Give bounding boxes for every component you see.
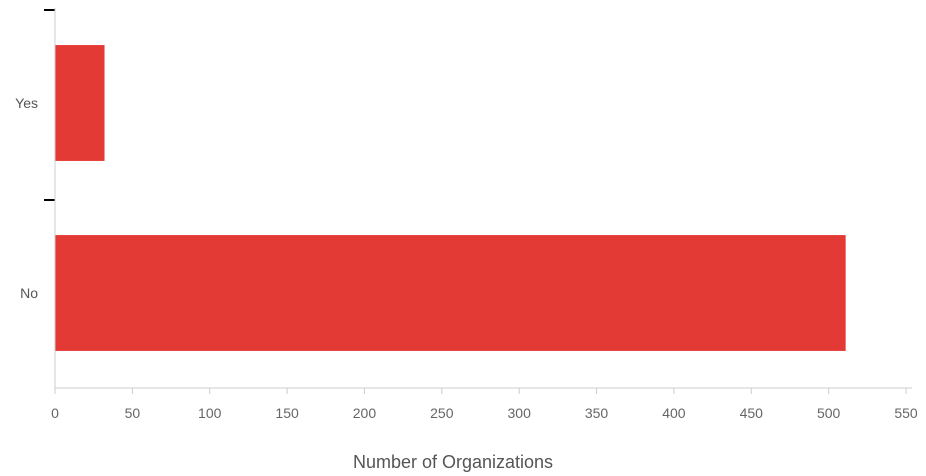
y-tick-label-no: No [20, 285, 38, 301]
x-axis-title: Number of Organizations [353, 452, 553, 472]
axes-group [44, 8, 912, 394]
bars-group [55, 45, 846, 351]
y-tick-label-yes: Yes [15, 95, 38, 111]
bar-no [55, 235, 846, 351]
x-tick-label: 0 [51, 405, 59, 421]
x-tick-label: 350 [585, 405, 609, 421]
x-tick-label: 450 [740, 405, 764, 421]
x-tick-label: 500 [817, 405, 841, 421]
labels-group: Yes No 0 50 100 150 200 250 300 350 400 450 500 550 [15, 95, 918, 421]
x-tick-label: 550 [894, 405, 918, 421]
x-tick-label: 300 [508, 405, 532, 421]
x-tick-label: 150 [275, 405, 299, 421]
x-tick-label: 400 [662, 405, 686, 421]
bar-yes [55, 45, 105, 161]
x-tick-label: 50 [125, 405, 141, 421]
x-tick-label: 100 [198, 405, 222, 421]
x-tick-label: 200 [353, 405, 377, 421]
x-tick-label: 250 [430, 405, 454, 421]
